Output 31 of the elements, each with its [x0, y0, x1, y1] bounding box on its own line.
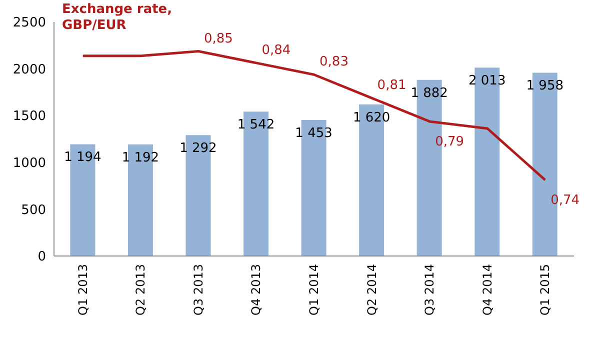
- data-label: 1 192: [122, 150, 160, 166]
- series-label: Exchange rate, GBP/EUR: [62, 2, 172, 33]
- data-label: 0,74: [550, 192, 580, 208]
- data-label: 1 292: [180, 141, 217, 156]
- data-label: 0,85: [204, 31, 233, 46]
- y-tick-label: 0: [38, 250, 46, 265]
- x-tick-label: Q4 2014: [480, 264, 494, 316]
- data-label: 2 013: [468, 74, 506, 89]
- data-label: 1 882: [410, 86, 448, 101]
- y-tick-label: 2000: [12, 62, 46, 78]
- data-label: 1 958: [526, 78, 564, 94]
- y-tick-label: 1000: [12, 156, 46, 172]
- data-label: 1 453: [295, 126, 332, 141]
- data-label: 0,83: [320, 54, 348, 70]
- data-label: 0,81: [377, 78, 406, 94]
- y-tick-label: 1500: [12, 109, 46, 124]
- x-tick-label: Q4 2013: [249, 264, 264, 316]
- x-tick-label: Q1 2015: [538, 264, 552, 316]
- data-label: 0,79: [435, 134, 464, 150]
- y-tick-label: 2500: [12, 16, 46, 31]
- x-tick-label: Q1 2013: [76, 264, 90, 316]
- x-tick-label: Q2 2014: [364, 264, 379, 316]
- x-tick-label: Q1 2014: [307, 264, 321, 316]
- x-tick-label: Q2 2013: [134, 264, 148, 316]
- data-label: 1 194: [64, 150, 102, 166]
- x-tick-label: Q3 2013: [191, 264, 206, 316]
- data-label: 1 542: [237, 118, 275, 133]
- data-label: 0,84: [262, 42, 291, 58]
- data-label: 1 620: [352, 110, 390, 126]
- x-tick-label: Q3 2014: [422, 264, 437, 316]
- y-tick-label: 500: [21, 202, 46, 218]
